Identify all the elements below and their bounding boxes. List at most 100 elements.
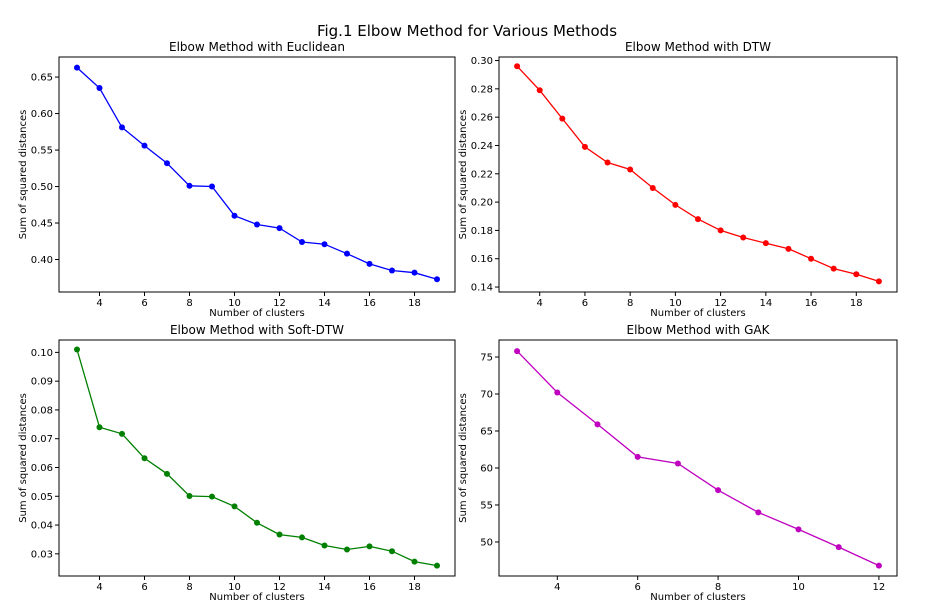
chart-dtw: Elbow Method with DTW Number of clusters S… (458, 40, 898, 319)
data-point (186, 182, 193, 189)
y-tick-label: 70 (480, 390, 493, 401)
y-tick-label: 0.26 (471, 113, 493, 124)
data-point (119, 430, 125, 437)
chart-title: Elbow Method with Soft-DTW (170, 323, 344, 337)
x-tick-label: 6 (635, 582, 641, 593)
series-line (76, 349, 438, 567)
data-point (141, 455, 148, 462)
x-tick-label: 6 (582, 298, 588, 309)
x-tick-label: 4 (537, 298, 543, 309)
data-point (674, 460, 681, 467)
figure-title: Fig.1 Elbow Method for Various Methods (317, 22, 617, 40)
data-point (186, 492, 193, 499)
y-axis-label: Sum of squared distances (18, 393, 29, 523)
y-tick-label: 0.18 (471, 226, 493, 237)
x-tick-label: 16 (805, 298, 818, 309)
data-point (604, 159, 611, 166)
y-tick-label: 60 (480, 463, 493, 474)
data-point (514, 348, 521, 355)
data-point (164, 470, 170, 477)
data-point (715, 487, 722, 494)
x-tick-label: 4 (96, 582, 102, 593)
data-point (299, 534, 305, 541)
chart-gak: Elbow Method with GAK Number of clusters S… (458, 323, 898, 603)
y-tick-label: 0.16 (471, 254, 493, 265)
data-point (634, 453, 641, 460)
data-point (96, 85, 103, 92)
data-point (344, 250, 350, 257)
y-tick-label: 0.07 (31, 434, 53, 445)
x-axis-label: Number of clusters (650, 592, 745, 603)
x-tick-label: 14 (318, 582, 331, 593)
series-line (516, 350, 880, 567)
chart-title: Elbow Method with Euclidean (169, 40, 345, 54)
data-point (119, 124, 125, 131)
y-tick-label: 75 (480, 353, 493, 364)
data-point (717, 227, 724, 234)
data-point (209, 183, 215, 190)
chart-euclidean: Elbow Method with Euclidean Number of clu… (18, 40, 456, 319)
axes-frame (58, 339, 456, 577)
data-point (875, 278, 882, 285)
x-tick-label: 12 (273, 298, 286, 309)
x-axis-label: Number of clusters (650, 308, 745, 319)
x-axis-label: Number of clusters (209, 592, 304, 603)
data-point (875, 562, 882, 569)
y-tick-label: 0.10 (31, 348, 53, 359)
data-point (853, 271, 860, 278)
x-tick-label: 4 (554, 582, 560, 593)
data-point (74, 64, 80, 71)
y-tick-label: 0.09 (31, 377, 53, 388)
data-point (141, 142, 148, 149)
data-point (594, 421, 601, 428)
series-line (76, 67, 438, 280)
axes-frame (498, 56, 898, 293)
x-tick-label: 18 (408, 298, 421, 309)
data-point (366, 543, 373, 550)
axes-frame (58, 56, 456, 293)
data-point (434, 562, 440, 569)
data-point (554, 389, 561, 396)
y-tick-label: 0.03 (31, 549, 53, 560)
chart-soft-dtw: Elbow Method with Soft-DTW Number of clus… (18, 323, 456, 603)
data-point (231, 212, 238, 219)
data-point (627, 166, 634, 173)
data-point (164, 160, 170, 167)
data-point (344, 546, 350, 553)
x-tick-label: 16 (363, 298, 376, 309)
x-tick-label: 4 (96, 298, 102, 309)
x-tick-label: 18 (408, 582, 421, 593)
x-tick-label: 8 (186, 298, 192, 309)
chart-title: Elbow Method with DTW (625, 40, 771, 54)
data-point (808, 255, 815, 262)
data-point (434, 276, 440, 283)
y-tick-label: 55 (480, 500, 493, 511)
y-tick-label: 0.06 (31, 463, 53, 474)
x-tick-label: 10 (669, 298, 682, 309)
y-tick-label: 0.24 (471, 141, 493, 152)
data-point (411, 558, 418, 565)
y-tick-label: 0.22 (471, 169, 493, 180)
y-tick-label: 0.20 (471, 198, 493, 209)
data-point (672, 201, 679, 208)
data-point (695, 216, 701, 223)
data-point (74, 346, 80, 353)
data-point (785, 245, 792, 252)
data-point (254, 519, 260, 526)
x-tick-label: 8 (627, 298, 633, 309)
x-tick-label: 8 (186, 582, 192, 593)
data-point (389, 267, 395, 274)
y-axis-label: Sum of squared distances (458, 393, 469, 523)
data-point (299, 239, 305, 246)
data-point (559, 115, 566, 122)
x-tick-label: 18 (850, 298, 863, 309)
y-tick-label: 0.50 (31, 182, 53, 193)
data-point (835, 544, 842, 551)
data-point (231, 503, 238, 510)
data-point (762, 240, 769, 247)
y-tick-label: 50 (480, 537, 493, 548)
x-tick-label: 10 (228, 582, 241, 593)
x-tick-label: 12 (873, 582, 886, 593)
data-point (830, 265, 837, 272)
